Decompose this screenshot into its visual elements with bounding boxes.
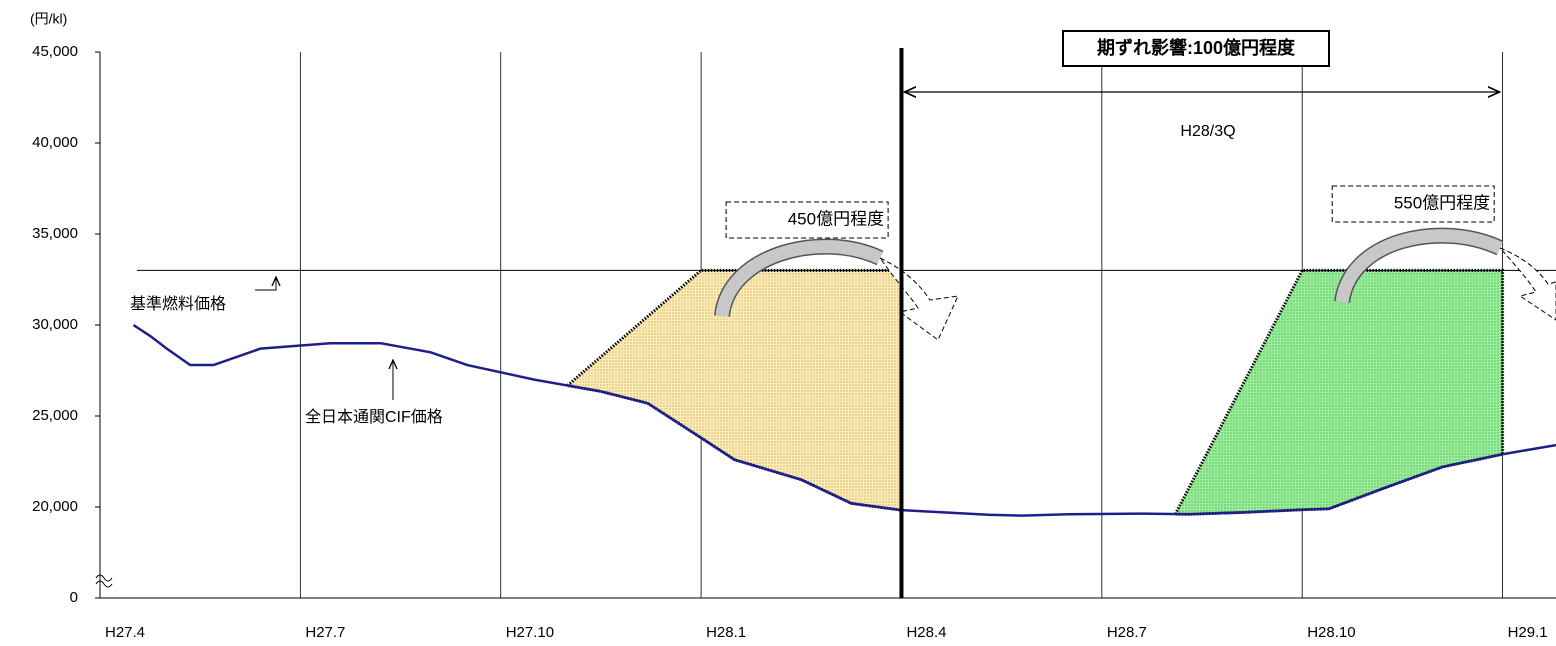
y-tick-label: 40,000 (32, 134, 78, 151)
region-texture (1175, 270, 1503, 515)
arrows (95, 227, 1556, 588)
period-sublabel: H28/3Q (1180, 123, 1235, 140)
y-tick-label: 45,000 (32, 43, 78, 60)
y-tick-label: 20,000 (32, 498, 78, 515)
annotations: 450億円程度 550億円程度 期ずれ影響:100億円程度 H28/3Q (725, 30, 1499, 598)
plot: 0 20,000 25,000 30,000 35,000 40,000 45,000 H27… (32, 43, 1556, 641)
reference-label: 基準燃料価格 (130, 295, 226, 313)
region-label: 450億円程度 (788, 209, 884, 228)
x-tick-label: H29.1 (1508, 624, 1548, 641)
x-tick-label: H28.1 (706, 624, 746, 641)
x-tick-label: H28.7 (1107, 624, 1147, 641)
x-tick-label: H28.4 (906, 624, 946, 641)
y-tick-label: 35,000 (32, 225, 78, 242)
region-texture (567, 270, 902, 511)
region-label-box (1331, 185, 1495, 223)
x-tick-label: H27.4 (105, 624, 145, 641)
y-tick-label: 0 (70, 589, 78, 606)
unit-label: (円/kl) (30, 11, 67, 27)
y-tick-label: 30,000 (32, 316, 78, 333)
x-tick-label: H27.7 (305, 624, 345, 641)
series-line (132, 323, 1556, 517)
period-box (1062, 30, 1330, 67)
x-tick-label: H28.10 (1307, 624, 1355, 641)
region-label: 550億円程度 (1394, 193, 1490, 212)
series-label: 全日本通関CIF価格 (305, 408, 443, 426)
y-tick-label: 25,000 (32, 407, 78, 424)
period-label: 期ずれ影響:100億円程度 (1097, 37, 1296, 58)
x-tick-label: H27.10 (506, 624, 554, 641)
region-label-box (725, 201, 889, 239)
